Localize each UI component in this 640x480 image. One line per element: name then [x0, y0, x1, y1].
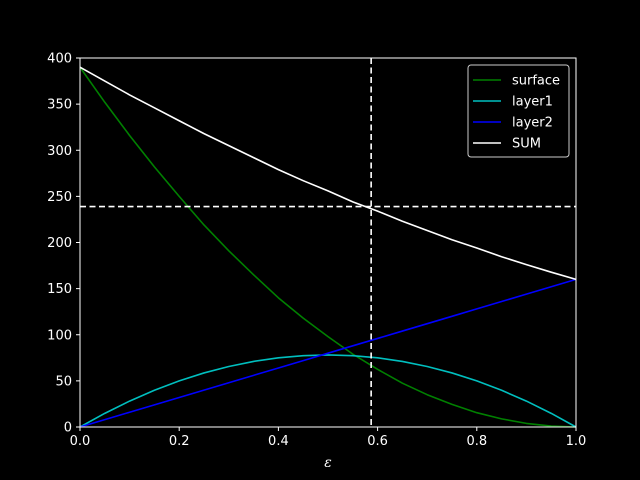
- y-tick-label: 100: [47, 328, 72, 343]
- legend-label-surface: surface: [512, 74, 560, 89]
- x-tick-label: 1.0: [566, 434, 587, 449]
- series-line-layer1: [79, 354, 577, 428]
- legend-label-layer2: layer2: [512, 116, 553, 131]
- legend: surface layer1 layer2 SUM: [467, 64, 570, 158]
- legend-box: [467, 64, 570, 158]
- y-tick-label: 300: [47, 144, 72, 159]
- series-line-layer2: [79, 278, 577, 428]
- y-tick-label: 0: [64, 421, 72, 436]
- series-line-sum: [79, 66, 577, 281]
- legend-label-layer1: layer1: [512, 95, 553, 110]
- y-tick-label: 200: [47, 236, 72, 251]
- y-tick-label: 350: [47, 98, 72, 113]
- x-tick-label: 0.2: [169, 434, 190, 449]
- x-tick-label: 0.4: [268, 434, 289, 449]
- plot-area: [79, 66, 577, 428]
- x-axis-ticks: 0.0 0.2 0.4 0.6 0.8 1.0: [70, 427, 587, 449]
- x-tick-label: 0.6: [367, 434, 388, 449]
- x-tick-label: 0.0: [70, 434, 91, 449]
- y-tick-label: 150: [47, 282, 72, 297]
- series-line-surface: [79, 66, 577, 428]
- x-tick-label: 0.8: [466, 434, 487, 449]
- x-axis-label: ε: [324, 455, 332, 471]
- y-tick-label: 400: [47, 52, 72, 67]
- y-tick-label: 250: [47, 190, 72, 205]
- reference-lines: [80, 58, 576, 427]
- y-tick-label: 50: [55, 374, 72, 389]
- y-axis-ticks: 0 50 100 150 200 250 300 350 400: [47, 52, 80, 436]
- legend-label-sum: SUM: [512, 137, 541, 152]
